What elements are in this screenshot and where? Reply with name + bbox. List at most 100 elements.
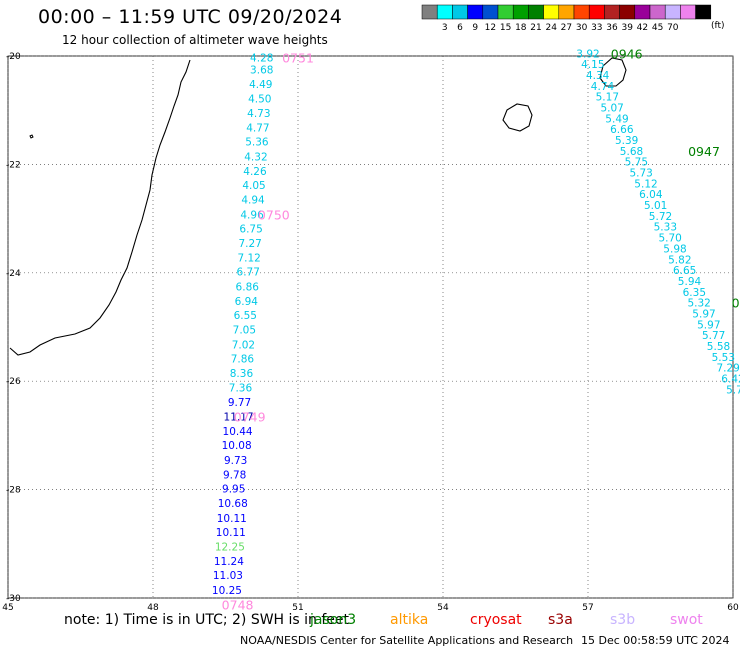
wave-height-label: 9.95	[222, 484, 245, 496]
map-title: 00:00 – 11:59 UTC 09/20/2024	[38, 6, 343, 28]
wave-height-label: 4.77	[246, 123, 269, 135]
axis-labels: 45 48 51 54 57 60 -20 -22 -24 -26 -28 -30	[2, 52, 739, 613]
wave-height-label: 3.92	[576, 48, 599, 60]
colorbar-swatch	[649, 4, 666, 20]
lat-tick-label: -28	[6, 486, 21, 496]
wave-height-label: 5.53	[712, 352, 735, 364]
satellite-legend-item: swot	[670, 612, 703, 628]
mauritius-coastline	[599, 57, 627, 87]
wave-height-label: 5.97	[692, 308, 715, 320]
altimeter-tracks: 4.283.68 4.49 4.50 4.73 4.77 5.36 4.32 4.26 4.05…	[212, 46, 740, 612]
colorbar-tick-label: 27	[561, 23, 572, 33]
wave-height-label: 5.32	[687, 298, 710, 310]
wave-height-label: 4.50	[248, 93, 271, 105]
lat-tick-label: -24	[6, 269, 21, 279]
wave-height-label: 7.36	[229, 383, 253, 395]
wave-height-label: 4.94	[241, 195, 265, 207]
lon-tick-label: 54	[437, 603, 449, 613]
wave-height-label: 6.35	[683, 287, 706, 299]
wave-height-label: 6.04	[639, 189, 663, 201]
lat-tick-label: -22	[6, 160, 21, 170]
wave-height-label: 12.25	[215, 542, 245, 554]
wave-height-label: 4.15	[581, 59, 604, 71]
wave-height-label: 6.42	[721, 373, 740, 385]
wave-height-label: 10.68	[218, 498, 248, 510]
grid-lines	[7, 55, 734, 599]
wave-height-label: 7.86	[231, 353, 255, 365]
colorbar-tick-label: 45	[652, 23, 663, 33]
wave-height-label: 6.94	[235, 296, 259, 308]
colorbar-swatch	[634, 4, 651, 20]
wave-height-label: 10.11	[216, 527, 246, 539]
satellite-legend-item: altika	[390, 612, 429, 628]
colorbar-swatch	[604, 4, 620, 20]
wave-height-label: 5.01	[644, 200, 667, 212]
pass-time-label: 0748	[222, 598, 254, 613]
colorbar-tick-label: 3	[442, 23, 448, 33]
colorbar-tick-label: 33	[591, 23, 602, 33]
wave-height-label: 10.44	[223, 426, 253, 438]
footer-credit: NOAA/NESDIS Center for Satellite Applica…	[240, 634, 574, 647]
coastlines	[9, 57, 627, 356]
wave-height-label: 3.68	[250, 65, 273, 77]
lon-tick-label: 51	[292, 603, 303, 613]
wave-height-label: 7.05	[233, 325, 256, 337]
small-island-coastline	[29, 134, 34, 139]
wave-height-label: 4.73	[247, 108, 270, 120]
colorbar-tick-label: 12	[485, 23, 496, 33]
wave-height-label: 5.70	[726, 384, 740, 396]
wave-height-label: 5.75	[625, 157, 648, 169]
wave-height-label: 5.72	[649, 211, 672, 223]
colorbar-legend: 3 6 9 12 15 18 21 24 27 30 33 36 39 42 45 70	[421, 4, 712, 33]
colorbar-swatch	[695, 4, 712, 20]
wave-height-label: 5.70	[658, 233, 681, 245]
wave-height-label: 11.03	[213, 570, 243, 582]
colorbar-swatch	[619, 4, 636, 20]
satellite-legend-item: s3b	[610, 612, 636, 628]
colorbar-unit: (ft)	[711, 21, 725, 31]
wave-height-label: 8.36	[230, 368, 254, 380]
wave-height-label: 5.49	[605, 113, 628, 125]
colorbar-swatch	[452, 4, 468, 20]
wave-height-label: 5.17	[596, 92, 619, 104]
wave-height-label: 9.78	[223, 469, 246, 481]
colorbar-swatch	[482, 4, 499, 20]
wave-height-label: 7.12	[237, 253, 260, 265]
colorbar-tick-label: 18	[515, 23, 527, 33]
wave-height-label: 4.49	[249, 79, 272, 91]
wave-height-label: 7.27	[238, 238, 261, 250]
colorbar-tick-label: 9	[472, 23, 478, 33]
wave-height-label: 11.17	[224, 411, 254, 423]
wave-height-label: 5.07	[600, 102, 623, 114]
colorbar-swatch	[680, 4, 696, 20]
wave-height-label: 4.74	[591, 81, 615, 93]
colorbar-swatch	[421, 4, 438, 20]
colorbar-swatch	[528, 4, 544, 20]
wave-height-label: 7.02	[232, 339, 255, 351]
wave-height-label: 5.58	[707, 341, 730, 353]
wave-height-label: 5.36	[245, 137, 269, 149]
colorbar-swatch	[588, 4, 605, 20]
pass-time-label: 0749	[234, 409, 266, 424]
madagascar-coastline	[9, 59, 191, 356]
wave-height-label: 11.24	[214, 556, 244, 568]
colorbar-swatch	[436, 4, 453, 20]
pass-time-label: 0946	[611, 46, 643, 61]
wave-height-label: 10.08	[222, 440, 252, 452]
wave-height-label: 6.75	[239, 223, 262, 235]
map-subtitle: 12 hour collection of altimeter wave hei…	[62, 33, 328, 47]
wave-height-label: 5.68	[620, 146, 643, 158]
lon-tick-label: 60	[727, 603, 739, 613]
colorbar-tick-label: 42	[637, 23, 648, 33]
colorbar-tick-label: 21	[530, 23, 541, 33]
lon-tick-label: 45	[2, 603, 13, 613]
lon-tick-label: 48	[147, 603, 159, 613]
wave-height-label: 5.98	[663, 243, 686, 255]
wave-height-label: 10.25	[212, 585, 242, 597]
colorbar-swatch	[573, 4, 590, 20]
wave-height-label: 7.29	[716, 363, 739, 375]
wave-height-label: 6.65	[673, 265, 696, 277]
wave-height-label: 6.86	[236, 281, 260, 293]
colorbar-swatch	[543, 4, 560, 20]
colorbar-tick-label: 24	[545, 23, 557, 33]
